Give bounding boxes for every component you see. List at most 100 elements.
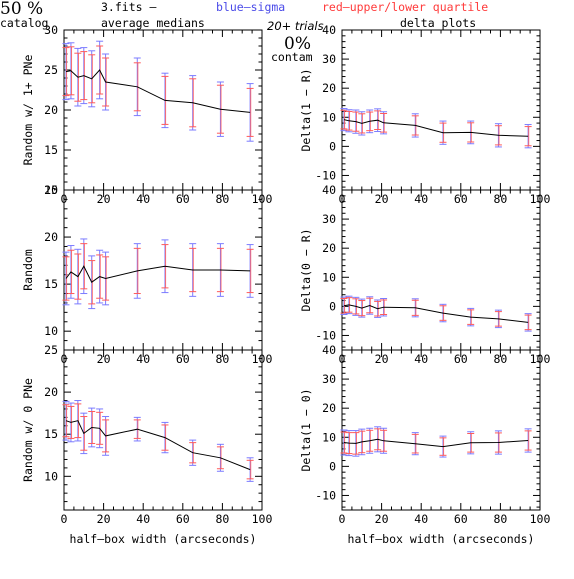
header-red-label: red–upper/lower quartile [322,0,488,14]
y-tick-label: 20 [44,385,58,399]
x-tick-label: 20 [375,512,389,526]
median-line [343,119,529,137]
x-tick-label: 60 [454,352,468,366]
x-tick-label: 20 [97,192,111,206]
x-tick-label: 60 [454,192,468,206]
y-tick-label: 10 [44,324,58,338]
x-tick-label: 40 [414,512,428,526]
header-delta-plots: delta plots [400,16,476,30]
error-bar [133,243,141,299]
header-contam: contam [271,50,313,64]
x-axis-label: half–box width (arcseconds) [70,532,257,546]
error-bar [246,83,254,142]
y-axis-label: Random w/ 0 PNe [21,378,35,482]
x-tick-label: 20 [375,192,389,206]
x-tick-label: 20 [97,352,111,366]
x-tick-label: 40 [136,512,150,526]
y-tick-label: 30 [44,23,58,37]
y-tick-label: 20 [44,103,58,117]
y-tick-label: 20 [44,230,58,244]
panel-random-0: 0 20 40 60 80 100 10 15 20 25 Random w/ 0 PNe half–… [21,343,272,546]
header-catalog: catalog [0,16,48,30]
error-bar [411,113,419,138]
median-line [343,304,529,323]
median-line [65,265,251,283]
x-tick-label: 20 [97,512,111,526]
x-tick-label: 40 [414,352,428,366]
x-tick-label: 100 [252,512,273,526]
y-tick-label: 0 [329,459,336,473]
x-tick-label: 60 [176,352,190,366]
x-tick-label: 80 [215,352,229,366]
error-bar [246,457,254,482]
y-tick-label: 10 [322,430,336,444]
y-tick-label: -10 [315,168,336,182]
x-tick-label: 60 [454,512,468,526]
y-axis-label: Delta(1 − R) [299,68,313,151]
x-axis-label: half–box width (arcseconds) [348,532,535,546]
error-bar [366,109,374,134]
y-tick-label: 20 [322,241,336,255]
header-contam-pct: 0% [284,34,311,54]
x-tick-label: 80 [215,192,229,206]
header-file: 3.fits – [101,0,156,14]
header-percent: 50 % [0,0,43,19]
y-tick-label: 30 [322,52,336,66]
plot-frame [63,349,263,511]
y-tick-label: 15 [44,143,58,157]
x-tick-label: 100 [530,512,551,526]
y-tick-label: 20 [322,401,336,415]
y-tick-label: 20 [322,81,336,95]
x-tick-label: 0 [61,512,68,526]
error-bar [340,429,348,456]
median-line [65,69,251,113]
header-trials: 20+ trials [267,19,324,33]
error-bar [524,313,532,332]
error-bar [246,244,254,298]
error-bar [133,57,141,117]
plot-frame [341,189,541,351]
y-tick-label: 10 [322,110,336,124]
y-tick-label: 0 [329,299,336,313]
x-tick-label: 80 [493,512,507,526]
y-tick-label: 10 [322,270,336,284]
y-tick-label: 25 [44,343,58,357]
error-bar [524,428,532,453]
x-tick-label: 40 [414,192,428,206]
y-axis-label: Random [21,249,35,291]
y-tick-label: 0 [329,139,336,153]
y-tick-label: 15 [44,427,58,441]
y-tick-label: 10 [44,183,58,197]
y-tick-label: 25 [44,183,58,197]
y-axis-label: Delta(1 − 0) [299,388,313,471]
y-tick-label: 10 [44,469,58,483]
median-line [343,438,529,448]
y-tick-label: 40 [322,23,336,37]
x-tick-label: 80 [215,512,229,526]
header-average-medians: average medians [101,16,205,30]
panels: 0204060801001015202530Random w/ 1+ PNe02… [21,23,550,546]
y-axis-label: Random w/ 1+ PNe [21,55,35,166]
x-tick-label: 80 [493,352,507,366]
y-tick-label: -10 [315,328,336,342]
error-bar [524,124,532,149]
y-tick-label: -10 [315,488,336,502]
panel-random-1plus: 0204060801001015202530Random w/ 1+ PNe [21,23,272,206]
y-tick-label: 30 [322,212,336,226]
y-tick-label: 40 [322,183,336,197]
y-tick-label: 25 [44,63,58,77]
x-tick-label: 40 [136,192,150,206]
x-tick-label: 20 [375,352,389,366]
median-line [65,420,251,471]
y-tick-label: 30 [322,372,336,386]
y-axis-label: Delta(0 − R) [299,228,313,311]
x-tick-label: 0 [339,512,346,526]
x-tick-label: 40 [136,352,150,366]
x-tick-label: 60 [176,192,190,206]
header-blue-label: blue–sigma [216,0,285,14]
x-tick-label: 80 [493,192,507,206]
